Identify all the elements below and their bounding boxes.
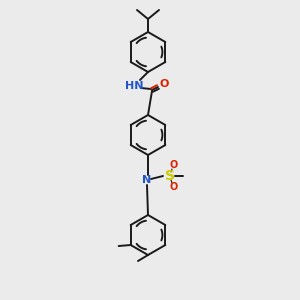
Text: O: O: [159, 79, 169, 89]
Text: HN: HN: [125, 81, 143, 91]
Text: S: S: [165, 169, 175, 183]
Text: O: O: [170, 160, 178, 170]
Text: O: O: [170, 182, 178, 192]
Text: N: N: [142, 175, 152, 185]
